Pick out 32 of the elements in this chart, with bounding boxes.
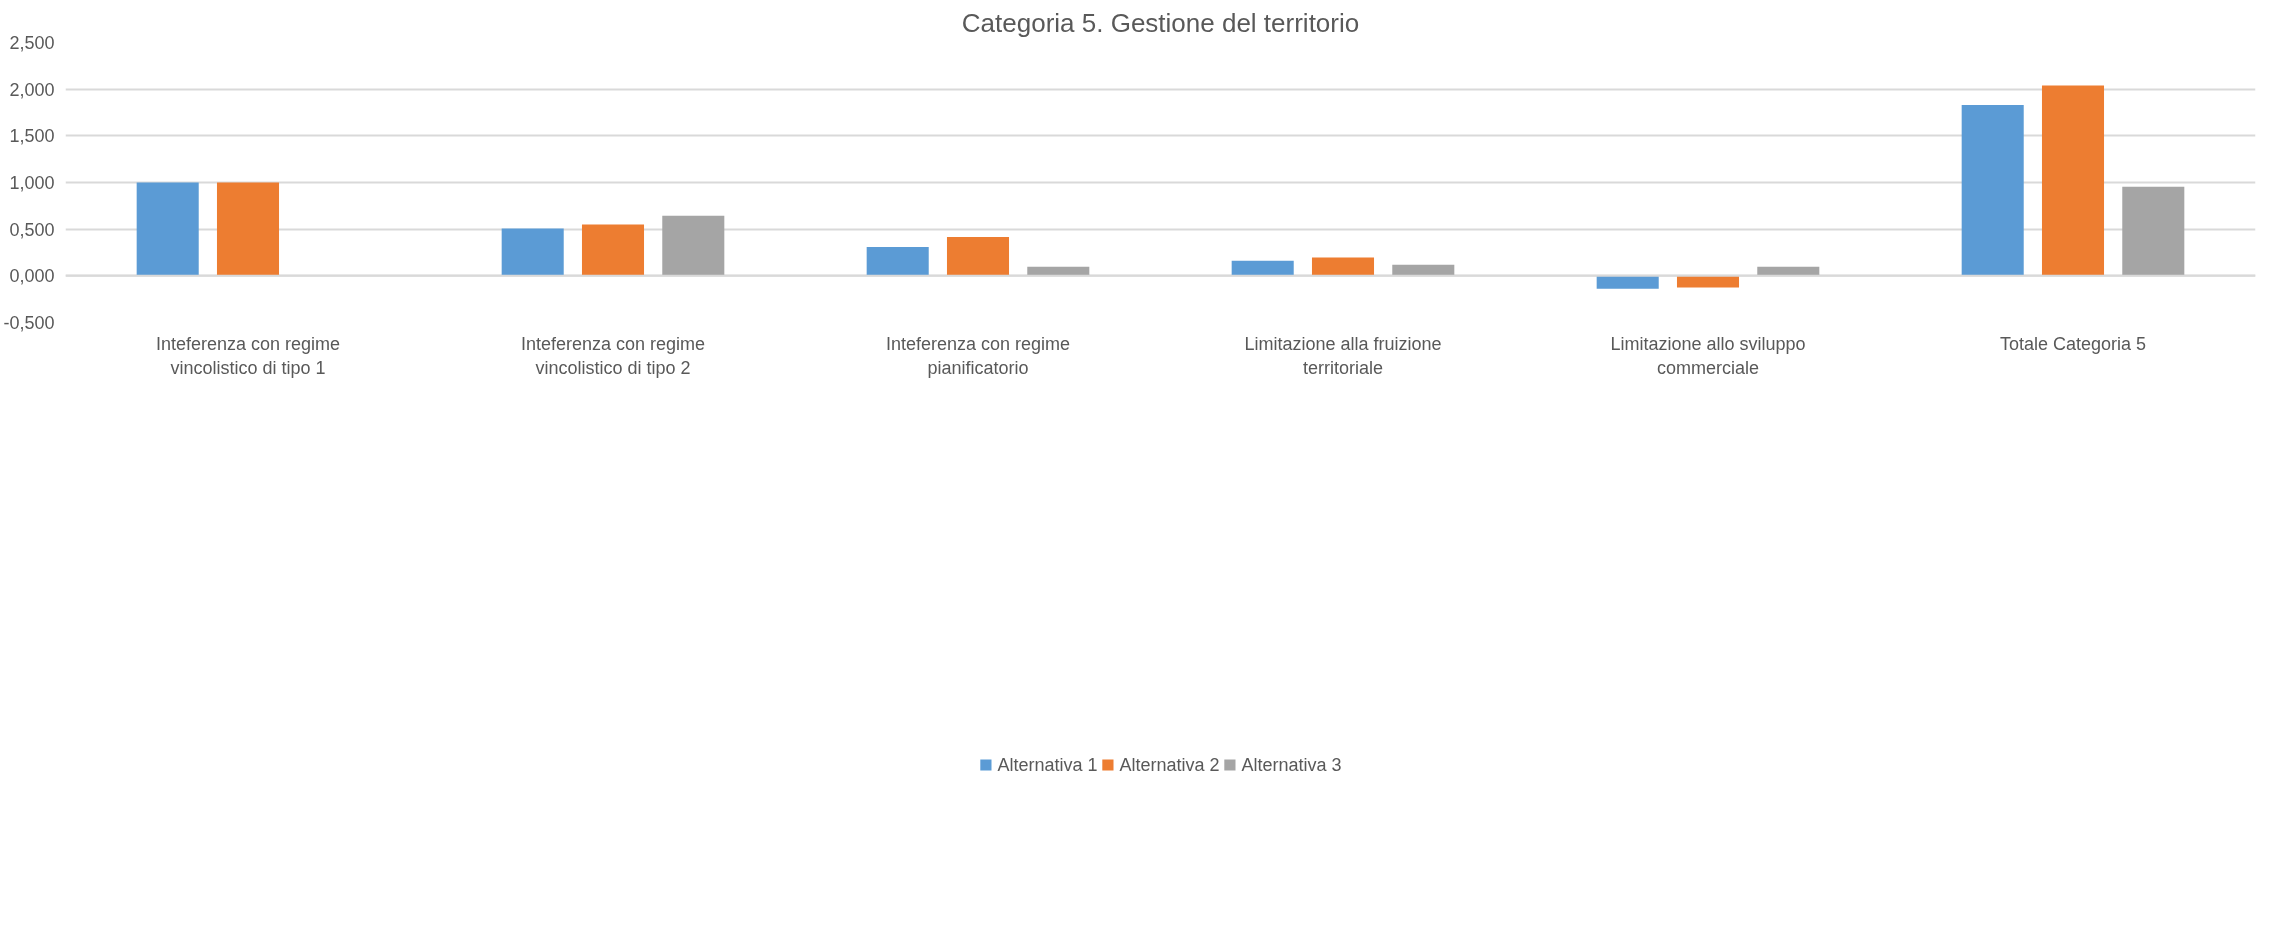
chart-title: Categoria 5. Gestione del territorio	[961, 7, 1360, 38]
bar	[1961, 105, 2024, 276]
bar	[2041, 85, 2105, 276]
x-tick-label: Inteferenza con regime vincolistico di tipo 2	[520, 333, 706, 378]
bar	[581, 224, 645, 276]
bar	[1392, 264, 1455, 276]
y-tick-label: 1,000	[9, 173, 55, 193]
bar	[946, 236, 1010, 276]
bar	[662, 215, 725, 276]
x-tick-label: Inteferenza con regime pianificatorio	[885, 333, 1071, 378]
bar	[1311, 257, 1375, 276]
bar	[136, 182, 199, 276]
bar	[1596, 275, 1659, 289]
x-tick-label: Limitazione allo sviluppo commerciale	[1610, 333, 1806, 378]
y-tick-label: 2,500	[9, 33, 55, 53]
y-tick-label: 1,500	[9, 126, 55, 147]
y-tick-label: 2,000	[9, 79, 55, 100]
x-tick-label: Limitazione alla fruizione territoriale	[1244, 333, 1442, 378]
legend-label: Alternativa 2	[1119, 754, 1220, 776]
bar	[1676, 275, 1740, 288]
legend-label: Alternativa 1	[997, 754, 1098, 776]
bar	[2122, 186, 2185, 276]
y-tick-label: 0,500	[9, 219, 55, 240]
x-tick-label: Totale Categoria 5	[1999, 333, 2147, 354]
x-tick-label: Inteferenza con regime vincolistico di tipo 1	[155, 333, 341, 378]
bar	[1231, 260, 1294, 276]
bar	[501, 228, 564, 276]
legend-label: Alternativa 3	[1241, 754, 1342, 776]
bar	[216, 182, 280, 276]
y-tick-label: 0,000	[9, 266, 55, 287]
y-tick-label: -0,500	[3, 313, 55, 333]
bar	[866, 247, 929, 276]
